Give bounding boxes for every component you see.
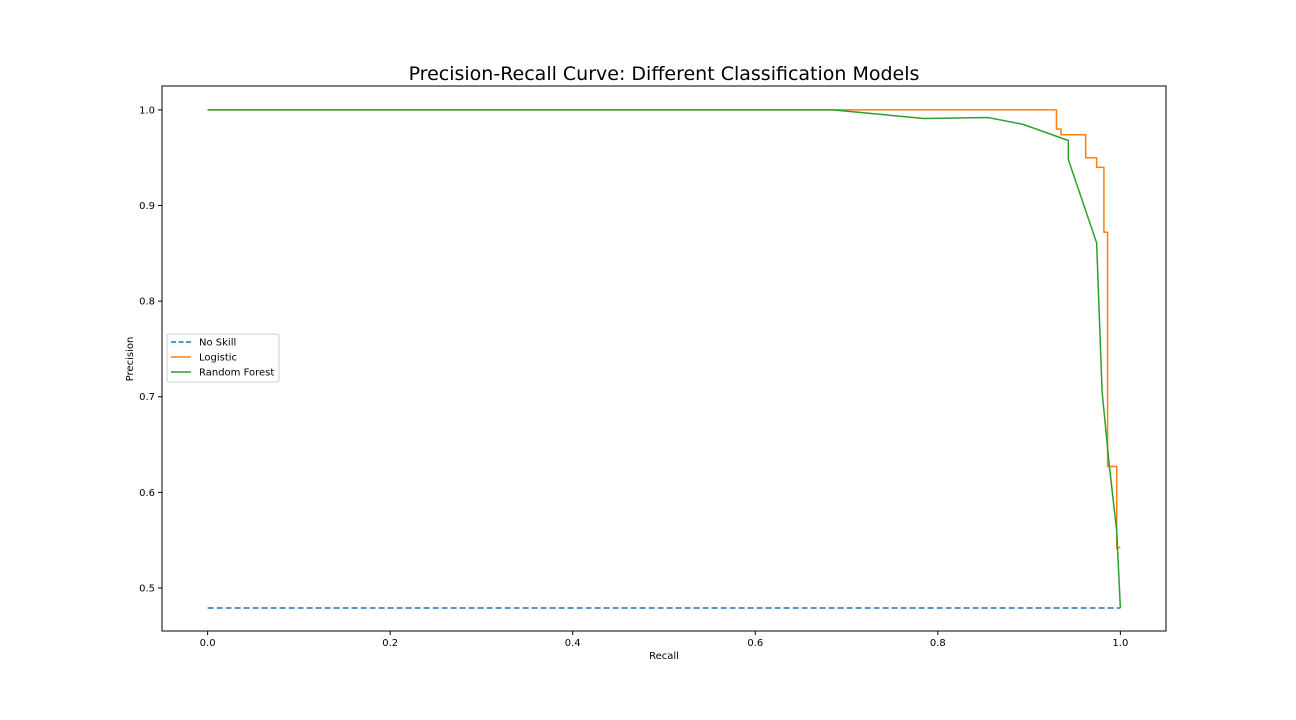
legend-box — [166, 333, 280, 383]
plot-frame — [161, 85, 1167, 632]
x-tick-label: 0.6 — [747, 638, 763, 649]
y-axis: 0.5 0.6 0.7 0.8 0.9 1.0 — [139, 105, 162, 594]
y-tick-label: 0.8 — [139, 297, 155, 308]
legend-label: Random Forest — [199, 368, 274, 379]
y-tick-label: 0.7 — [139, 392, 155, 403]
y-tick-label: 0.9 — [139, 201, 155, 212]
x-tick-label: 0.0 — [200, 638, 216, 649]
x-axis: 0.0 0.2 0.4 0.6 0.8 1.0 — [200, 631, 1128, 649]
legend: No Skill Logistic Random Forest — [166, 333, 280, 383]
x-axis-label: Recall — [649, 651, 679, 662]
y-axis-label: Precision — [125, 337, 136, 382]
x-tick-label: 0.8 — [930, 638, 946, 649]
x-tick-label: 0.4 — [565, 638, 581, 649]
legend-label: No Skill — [199, 338, 236, 349]
chart-title: Precision-Recall Curve: Different Classi… — [409, 63, 920, 85]
legend-label: Logistic — [199, 353, 237, 364]
y-tick-label: 0.5 — [139, 583, 155, 594]
series-line-logistic — [207, 109, 1121, 550]
y-tick-label: 0.6 — [139, 488, 155, 499]
series-line-random-forest — [207, 109, 1122, 609]
x-tick-label: 1.0 — [1112, 638, 1128, 649]
x-tick-label: 0.2 — [382, 638, 398, 649]
y-tick-label: 1.0 — [139, 105, 155, 116]
